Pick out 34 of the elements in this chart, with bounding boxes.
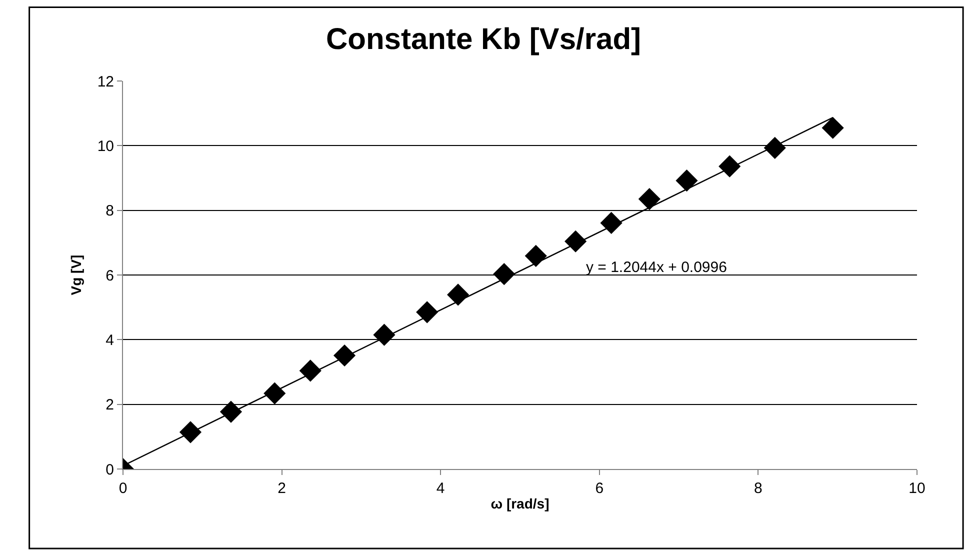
- point: [718, 155, 741, 178]
- x-tick-label: 2: [278, 480, 286, 497]
- point: [676, 170, 698, 192]
- y-tick-label: 6: [106, 267, 114, 284]
- point: [764, 136, 786, 159]
- point: [264, 382, 286, 404]
- y-tick-label: 4: [106, 332, 114, 349]
- y-tick-label: 12: [97, 73, 114, 90]
- x-tick-label: 8: [754, 480, 762, 497]
- point: [220, 400, 242, 423]
- point: [333, 344, 356, 367]
- point: [524, 244, 547, 267]
- annotation: y = 1.2044x + 0.0996: [586, 259, 727, 276]
- point: [493, 262, 516, 286]
- point: [638, 188, 660, 210]
- point: [600, 212, 622, 234]
- y-tick-label: 10: [97, 138, 114, 155]
- point: [822, 116, 844, 139]
- y-tick-label: 2: [106, 396, 114, 414]
- x-tick-label: 0: [118, 480, 128, 497]
- x-axis-title: ω [rad/s]: [490, 495, 550, 512]
- x-tick-label: 10: [908, 480, 926, 497]
- point: [564, 230, 587, 252]
- point: [447, 284, 470, 306]
- x-tick-label: 4: [436, 480, 445, 497]
- point: [416, 301, 438, 324]
- point: [373, 324, 396, 346]
- y-axis-title: Vg [V]: [68, 254, 84, 296]
- x-tick-label: 6: [595, 480, 604, 497]
- y-tick-label: 0: [106, 461, 114, 478]
- point: [179, 421, 202, 444]
- chart-title: Constante Kb [Vs/rad]: [326, 23, 642, 56]
- y-tick-label: 8: [106, 202, 114, 220]
- point: [299, 360, 322, 382]
